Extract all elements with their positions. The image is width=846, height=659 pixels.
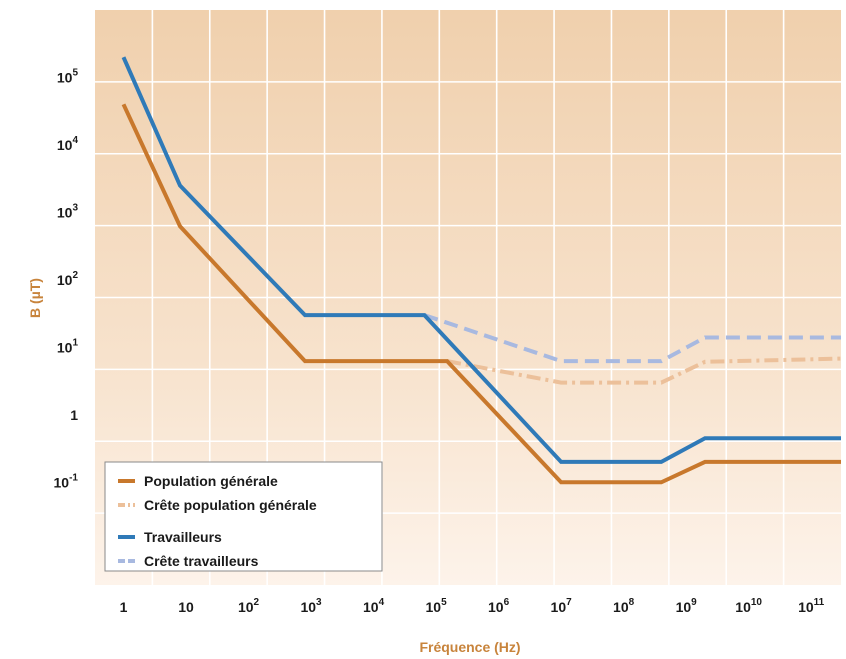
series-line-1 (446, 356, 842, 385)
x-tick-label: 1010 (735, 597, 762, 615)
y-axis-label: B (µT) (27, 278, 43, 318)
legend-label: Travailleurs (144, 529, 222, 545)
y-tick-label: 101 (57, 337, 79, 355)
legend-label: Population générale (144, 473, 278, 489)
x-tick-label: 1011 (798, 597, 825, 615)
series-line-0 (121, 103, 841, 485)
y-tick-label: 104 (57, 135, 79, 153)
y-tick-label: 10-1 (54, 472, 79, 490)
x-tick-label: 105 (426, 597, 448, 615)
y-tick-label: 103 (57, 202, 79, 220)
grid (95, 10, 841, 585)
x-tick-label: 108 (613, 597, 635, 615)
y-tick-label: 102 (57, 270, 79, 288)
x-tick-label: 104 (363, 597, 385, 615)
series-lines (121, 56, 842, 485)
x-tick-labels: 1 10 102 103 104 105 106 107 108 109 1010 1011 (120, 597, 825, 615)
legend-label: Crête travailleurs (144, 553, 259, 569)
legend-box (104, 461, 383, 572)
x-tick-label: 10 (178, 599, 194, 615)
x-tick-label: 102 (238, 597, 260, 615)
y-tick-label: 105 (57, 67, 79, 85)
legend: Population générale Crête population géné… (104, 461, 383, 572)
x-tick-label: 106 (488, 597, 510, 615)
x-tick-label: 103 (300, 597, 322, 615)
x-axis-label: Fréquence (Hz) (419, 639, 520, 655)
x-tick-label: 1 (120, 599, 128, 615)
x-tick-label: 107 (551, 597, 573, 615)
series-line-2 (121, 56, 841, 464)
x-tick-label: 109 (676, 597, 698, 615)
legend-label: Crête population générale (144, 497, 317, 513)
series-line-3 (423, 313, 841, 364)
y-tick-labels: 10-1 1 101 102 103 104 105 (54, 67, 79, 490)
y-tick-label: 1 (70, 407, 78, 423)
